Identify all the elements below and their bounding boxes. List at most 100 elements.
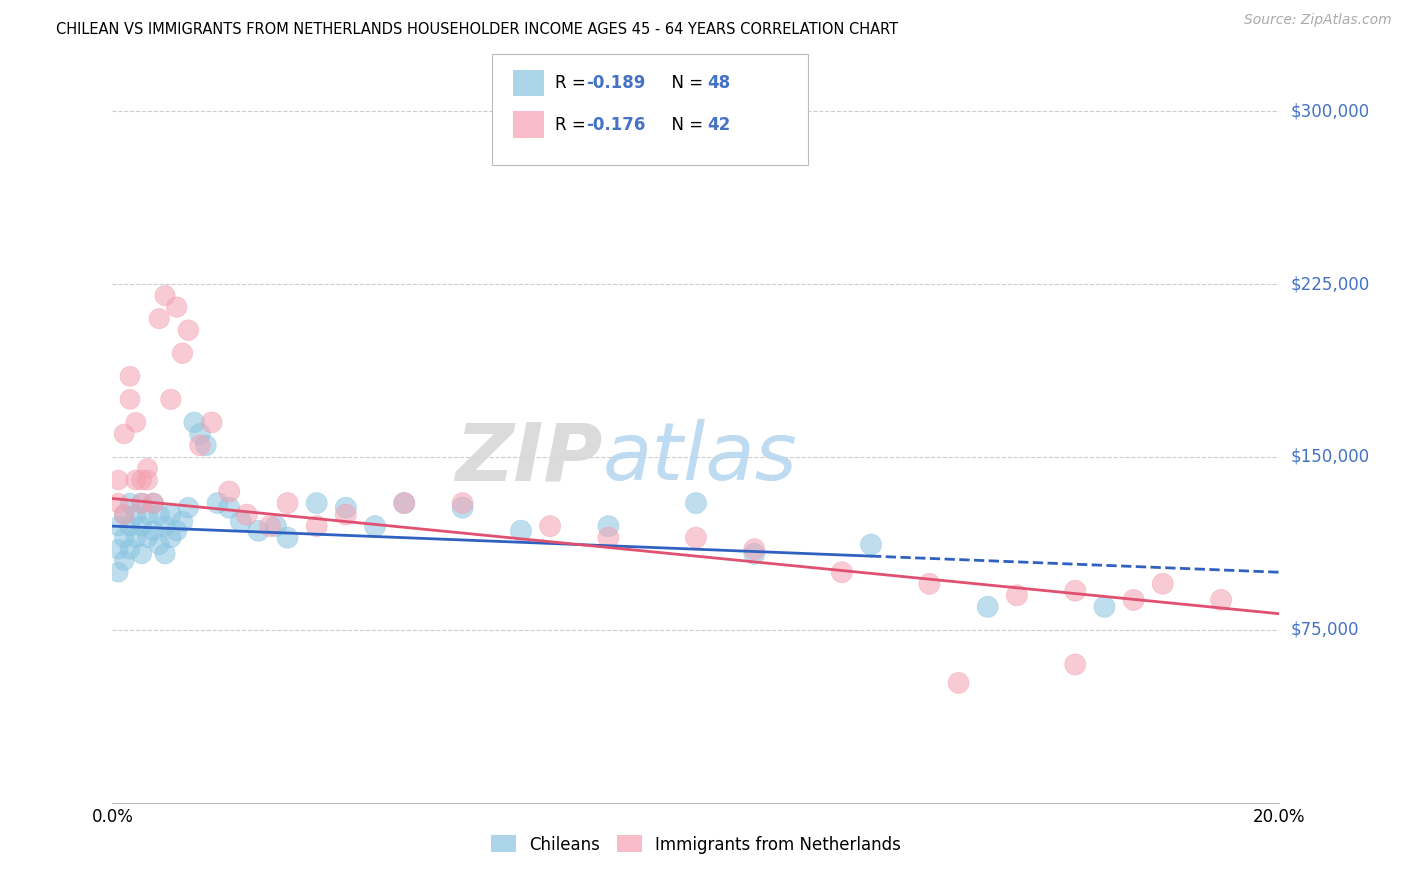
Point <box>831 566 853 580</box>
Point <box>509 524 531 538</box>
Point <box>112 508 135 522</box>
Text: $75,000: $75,000 <box>1291 621 1360 639</box>
Point <box>1064 657 1087 672</box>
Point <box>172 515 194 529</box>
Text: -0.189: -0.189 <box>586 74 645 92</box>
Point <box>142 524 165 538</box>
Point <box>148 538 170 552</box>
Text: $300,000: $300,000 <box>1291 103 1369 120</box>
Point <box>235 508 257 522</box>
Point <box>125 416 148 430</box>
Text: Source: ZipAtlas.com: Source: ZipAtlas.com <box>1244 13 1392 28</box>
Point <box>131 519 153 533</box>
Point <box>118 542 141 557</box>
Point <box>172 346 194 360</box>
Point <box>107 519 129 533</box>
Point <box>976 599 998 614</box>
Point <box>136 461 159 475</box>
Point <box>188 426 211 441</box>
Point <box>598 519 620 533</box>
Text: -0.176: -0.176 <box>586 116 645 134</box>
Point <box>107 566 129 580</box>
Text: N =: N = <box>661 116 709 134</box>
Text: R =: R = <box>555 74 592 92</box>
Text: CHILEAN VS IMMIGRANTS FROM NETHERLANDS HOUSEHOLDER INCOME AGES 45 - 64 YEARS COR: CHILEAN VS IMMIGRANTS FROM NETHERLANDS H… <box>56 22 898 37</box>
Point <box>166 524 188 538</box>
Legend: Chileans, Immigrants from Netherlands: Chileans, Immigrants from Netherlands <box>482 827 910 862</box>
Text: R =: R = <box>555 116 592 134</box>
Point <box>136 473 159 487</box>
Point <box>136 508 159 522</box>
Point <box>112 554 135 568</box>
Point <box>451 496 474 510</box>
Point <box>125 473 148 487</box>
Point <box>118 496 141 510</box>
Point <box>948 676 970 690</box>
Point <box>183 416 205 430</box>
Point <box>153 519 176 533</box>
Point <box>177 323 200 337</box>
Point <box>148 508 170 522</box>
Point <box>136 531 159 545</box>
Text: $150,000: $150,000 <box>1291 448 1369 466</box>
Point <box>207 496 229 510</box>
Point <box>364 519 387 533</box>
Point <box>1005 588 1028 602</box>
Point <box>112 531 135 545</box>
Point <box>118 369 141 384</box>
Point <box>218 484 240 499</box>
Point <box>188 438 211 452</box>
Point <box>860 538 883 552</box>
Point <box>142 496 165 510</box>
Text: $225,000: $225,000 <box>1291 275 1369 293</box>
Point <box>1094 599 1116 614</box>
Point <box>125 531 148 545</box>
Point <box>335 508 357 522</box>
Point <box>1152 576 1174 591</box>
Point <box>247 524 270 538</box>
Text: 42: 42 <box>707 116 731 134</box>
Point <box>194 438 217 452</box>
Point <box>112 426 135 441</box>
Point <box>264 519 287 533</box>
Text: ZIP: ZIP <box>456 419 603 497</box>
Point <box>742 547 765 561</box>
Point <box>118 392 141 407</box>
Point <box>201 416 224 430</box>
Point <box>107 542 129 557</box>
Point <box>394 496 416 510</box>
Point <box>259 519 281 533</box>
Point <box>153 547 176 561</box>
Point <box>1064 583 1087 598</box>
Point <box>598 531 620 545</box>
Point <box>160 392 183 407</box>
Point <box>1122 593 1144 607</box>
Point <box>153 288 176 302</box>
Point <box>685 496 707 510</box>
Point <box>131 547 153 561</box>
Text: 48: 48 <box>707 74 730 92</box>
Point <box>125 508 148 522</box>
Point <box>107 473 129 487</box>
Point <box>148 311 170 326</box>
Point <box>276 496 298 510</box>
Point <box>142 496 165 510</box>
Point <box>107 496 129 510</box>
Point <box>229 515 252 529</box>
Point <box>538 519 561 533</box>
Point <box>742 542 765 557</box>
Point <box>335 500 357 515</box>
Point <box>131 496 153 510</box>
Point <box>276 531 298 545</box>
Point <box>118 519 141 533</box>
Point <box>394 496 416 510</box>
Point <box>918 576 941 591</box>
Point <box>160 508 183 522</box>
Point <box>177 500 200 515</box>
Point <box>218 500 240 515</box>
Point <box>1209 593 1232 607</box>
Point <box>131 496 153 510</box>
Point <box>131 473 153 487</box>
Point <box>305 519 328 533</box>
Point <box>451 500 474 515</box>
